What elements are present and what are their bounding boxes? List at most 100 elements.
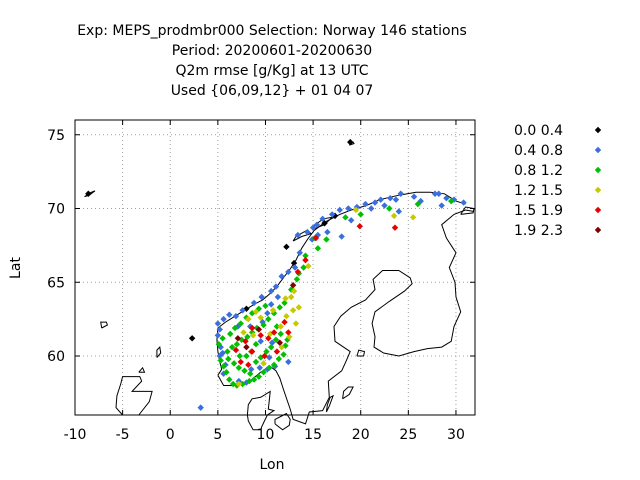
legend-marker xyxy=(594,166,602,174)
data-point xyxy=(85,190,92,197)
data-point xyxy=(285,329,292,336)
data-point xyxy=(283,312,290,320)
title-line: Used {06,09,12} + 01 04 07 xyxy=(171,83,374,99)
data-point xyxy=(304,228,311,236)
data-point xyxy=(296,249,303,256)
data-point xyxy=(215,341,223,348)
data-point xyxy=(290,259,298,267)
data-point xyxy=(272,336,280,343)
x-tick-label: 5 xyxy=(213,427,222,443)
data-point xyxy=(239,307,246,314)
data-point xyxy=(252,358,260,366)
data-point xyxy=(216,352,223,360)
data-point xyxy=(237,358,244,366)
data-point xyxy=(447,197,455,205)
data-point xyxy=(272,283,280,290)
x-axis-label: Lon xyxy=(260,457,285,473)
title-line: Q2m rmse [g/Kg] at 13 UTC xyxy=(175,63,368,79)
data-point xyxy=(435,190,443,197)
data-point xyxy=(234,323,242,330)
data-point xyxy=(242,338,249,345)
coastline xyxy=(246,390,276,431)
data-point xyxy=(260,321,267,329)
data-point xyxy=(431,190,439,197)
x-tick-label: 10 xyxy=(257,427,275,443)
legend-label: 0.8 1.2 xyxy=(514,163,563,179)
plot-frame xyxy=(74,119,476,416)
data-point xyxy=(282,295,289,302)
data-point xyxy=(328,211,336,218)
data-point xyxy=(286,333,293,341)
data-point xyxy=(257,314,264,321)
data-point xyxy=(267,343,275,351)
data-point xyxy=(285,358,292,366)
x-tick-label: 15 xyxy=(304,427,322,443)
data-point xyxy=(266,354,273,361)
data-point xyxy=(247,370,254,377)
legend-marker xyxy=(594,146,602,154)
data-point xyxy=(246,377,253,385)
data-point xyxy=(228,343,236,351)
x-tick-label: 20 xyxy=(352,427,370,443)
data-point xyxy=(245,315,252,323)
data-point xyxy=(265,315,272,323)
data-point xyxy=(276,304,283,311)
data-point xyxy=(235,380,243,388)
data-point xyxy=(395,208,403,215)
legend-marker xyxy=(594,206,602,214)
data-point xyxy=(247,366,255,373)
coastline xyxy=(100,321,109,329)
data-point xyxy=(265,335,272,342)
data-point xyxy=(285,268,292,276)
data-point xyxy=(287,293,295,301)
data-point xyxy=(243,352,250,360)
data-point xyxy=(277,323,284,330)
legend-label: 1.2 1.5 xyxy=(514,183,563,199)
x-tick-label: -5 xyxy=(116,427,130,443)
data-point xyxy=(289,282,297,289)
data-point xyxy=(377,196,384,203)
coastline xyxy=(274,412,291,431)
data-point xyxy=(269,307,277,314)
y-tick-label: 75 xyxy=(47,128,65,144)
series-5 xyxy=(234,282,297,351)
x-tick-label: 30 xyxy=(447,427,465,443)
x-tick-label: 0 xyxy=(166,427,175,443)
data-point xyxy=(233,341,241,348)
data-point xyxy=(273,323,281,330)
data-point xyxy=(217,357,224,364)
legend-marker xyxy=(594,226,602,234)
data-point xyxy=(223,369,230,376)
legend-marker xyxy=(594,186,602,194)
data-point xyxy=(235,364,243,371)
data-point xyxy=(323,236,330,243)
data-point xyxy=(243,343,250,351)
data-point xyxy=(266,364,273,371)
y-axis-label: Lat xyxy=(8,257,24,279)
data-point xyxy=(234,335,242,342)
data-point xyxy=(267,301,275,308)
data-point xyxy=(347,138,354,146)
data-point xyxy=(245,361,252,369)
data-point xyxy=(417,197,424,205)
legend-label: 0.0 0.4 xyxy=(514,123,563,139)
legend-marker xyxy=(594,126,602,134)
y-tick-label: 70 xyxy=(47,202,65,218)
series-2 xyxy=(215,197,455,389)
data-point xyxy=(381,202,388,209)
data-point xyxy=(239,380,246,388)
data-point xyxy=(371,199,379,206)
data-point xyxy=(438,202,445,209)
data-point xyxy=(241,367,248,374)
y-axis-ticks: 60 65 70 75 xyxy=(47,128,475,365)
data-point xyxy=(270,329,278,336)
x-tick-label: 25 xyxy=(399,427,417,443)
data-point xyxy=(319,215,326,223)
data-point xyxy=(352,206,360,214)
data-point xyxy=(188,335,196,342)
title-line: Exp: MEPS_prodmbr000 Selection: Norway 1… xyxy=(77,23,467,39)
y-tick-label: 60 xyxy=(47,349,65,365)
data-point xyxy=(345,205,352,212)
coastline-map xyxy=(84,141,475,431)
data-point xyxy=(248,310,256,317)
